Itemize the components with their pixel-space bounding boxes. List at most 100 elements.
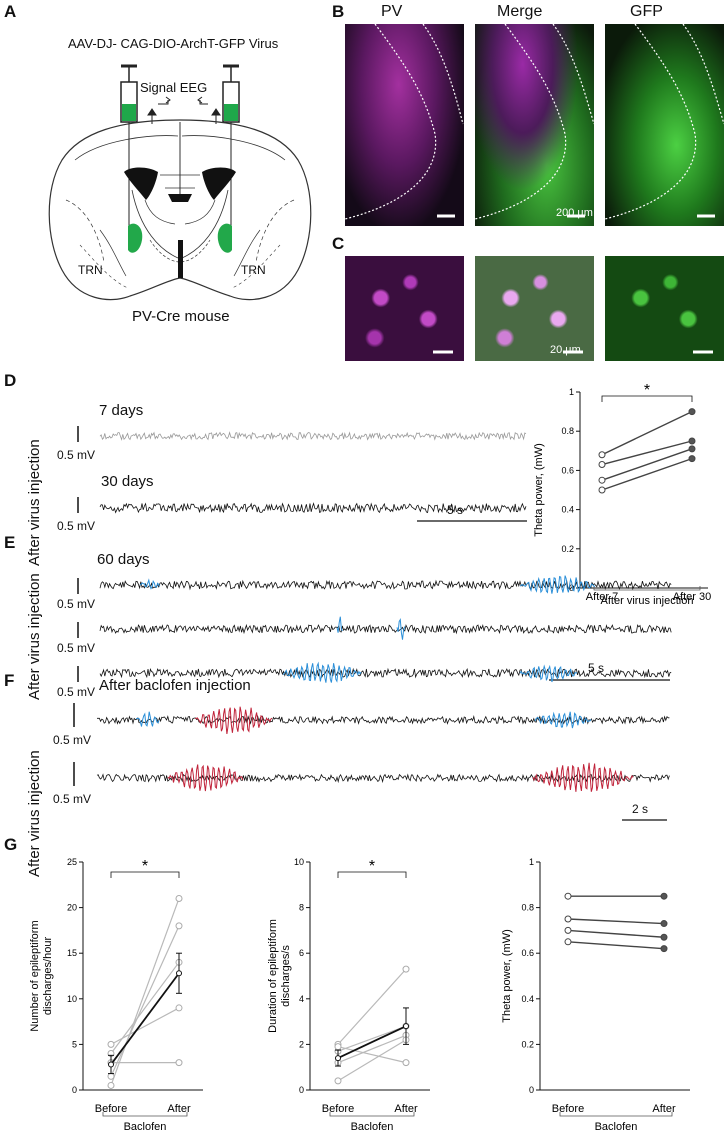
- data-point: [598, 451, 606, 459]
- series-line-0: [601, 410, 693, 456]
- y-tick-label: 20: [67, 903, 77, 913]
- data-point: [688, 408, 696, 416]
- micrograph-pv-zoom: [345, 256, 464, 361]
- data-point: [564, 926, 572, 934]
- y-tick-label: 0: [529, 1085, 534, 1095]
- y-axis-label: discharges/hour: [42, 937, 54, 1016]
- x-label-bracket: [329, 1112, 415, 1117]
- series-line-3: [567, 941, 665, 950]
- data-point: [598, 476, 606, 484]
- y-tick-label: 25: [67, 857, 77, 867]
- e-trace-2: [99, 623, 672, 635]
- y-tick-label: 6: [299, 948, 304, 958]
- micrograph-merge: [475, 24, 594, 226]
- chart-g-duration: 0 2 4 6 8 10 Before After Duration of epileptifo…: [267, 857, 430, 1133]
- y-tick-label: 0.8: [561, 426, 574, 436]
- x-tick-label: Before: [552, 1103, 584, 1115]
- midline-ventricle: [178, 240, 183, 278]
- f-scale-mv-1: 0.5 mV: [53, 733, 92, 747]
- y-tick-label: 0.2: [521, 1039, 534, 1049]
- syringe-right-icon: [222, 64, 240, 238]
- data-point: [598, 486, 606, 494]
- data-point: [402, 965, 410, 973]
- scale-200um: 200 µm: [556, 207, 593, 219]
- ventricle-right: [202, 167, 236, 200]
- data-point: [107, 1040, 115, 1048]
- x-tick-label: Before: [95, 1103, 127, 1115]
- spike-burst-blue-1: [534, 711, 592, 729]
- spike-burst-blue-1: [519, 575, 596, 594]
- x-axis-label: Baclofen: [595, 1121, 638, 1133]
- data-point: [175, 894, 183, 902]
- mouse-label: PV-Cre mouse: [132, 308, 230, 325]
- panel-label-g: G: [4, 835, 18, 854]
- spike-burst-red-0: [194, 706, 273, 734]
- data-point: [564, 915, 572, 923]
- micrograph-outlines: [344, 23, 725, 220]
- d-scale-mv-1: 0.5 mV: [57, 448, 96, 462]
- significance-bracket: [110, 871, 180, 878]
- trn-label-left: TRN: [78, 263, 103, 277]
- e-60days-label: 60 days: [97, 551, 150, 568]
- x-tick-label: After 7: [586, 591, 618, 603]
- data-point: [660, 945, 668, 953]
- y-tick-label: 1: [569, 387, 574, 397]
- series-line-1: [567, 918, 665, 925]
- third-ventricle: [168, 194, 192, 202]
- significance-star: *: [644, 382, 650, 399]
- series-line-4: [337, 1046, 407, 1064]
- spike-burst-blue-1: [519, 664, 578, 683]
- spike-burst-blue-0: [282, 661, 362, 683]
- syringe-left-icon: [120, 64, 138, 238]
- e-scale-mv-2: 0.5 mV: [57, 641, 96, 655]
- trn-left-region: [128, 223, 143, 253]
- x-label-bracket: [102, 1112, 188, 1117]
- virus-label: AAV-DJ- CAG-DIO-ArchT-GFP Virus: [68, 36, 279, 51]
- micrograph-gfp: [605, 24, 724, 226]
- scale-20um: 20 µm: [550, 344, 581, 356]
- data-point: [564, 892, 572, 900]
- data-point: [688, 445, 696, 453]
- f-scale-s: 2 s: [632, 802, 649, 816]
- data-point: [688, 455, 696, 463]
- zoom-scalebars: [433, 350, 713, 354]
- y-tick-label: 15: [67, 948, 77, 958]
- e-scale-mv-1: 0.5 mV: [57, 597, 96, 611]
- y-tick-label: 0.4: [561, 505, 574, 515]
- data-point: [107, 1072, 115, 1080]
- panel-label-d: D: [4, 371, 17, 390]
- data-point: [660, 933, 668, 941]
- y-tick-label: 8: [299, 903, 304, 913]
- d-trace-7days: [99, 431, 527, 441]
- x-tick-label: After 30: [673, 591, 712, 603]
- panel-label-f: F: [4, 671, 15, 690]
- data-point: [334, 1077, 342, 1085]
- panel-label-e: E: [4, 533, 16, 552]
- chart-g-theta: 0 0.2 0.4 0.6 0.8 1 Before After Theta power, (m…: [501, 857, 690, 1133]
- significance-star: *: [142, 858, 148, 875]
- x-axis-label: After virus injection: [601, 595, 694, 607]
- spike-burst-red-0: [167, 764, 244, 792]
- y-axis-label: Theta power, (mW): [533, 443, 545, 537]
- y-tick-label: 0.4: [521, 994, 534, 1004]
- y-tick-label: 2: [299, 1039, 304, 1049]
- y-tick-label: 0.6: [561, 465, 574, 475]
- f-trace-2: [96, 773, 670, 784]
- y-axis-label: discharges/s: [280, 945, 292, 1007]
- mean-line: [110, 972, 180, 1066]
- series-line-2: [337, 1034, 407, 1064]
- panel-label-b: B: [332, 2, 345, 21]
- series-line-2: [601, 448, 693, 481]
- data-point: [402, 1059, 410, 1067]
- trn-right-region: [217, 223, 232, 253]
- data-point: [564, 938, 572, 946]
- pv-title: PV: [381, 3, 403, 20]
- significance-bracket: [337, 871, 407, 878]
- y-tick-label: 10: [294, 857, 304, 867]
- e-trace-3: [99, 667, 672, 679]
- y-axis-label: Theta power, (mW): [501, 929, 513, 1023]
- panel-label-c: C: [332, 234, 345, 253]
- e-trace-1: [99, 579, 672, 591]
